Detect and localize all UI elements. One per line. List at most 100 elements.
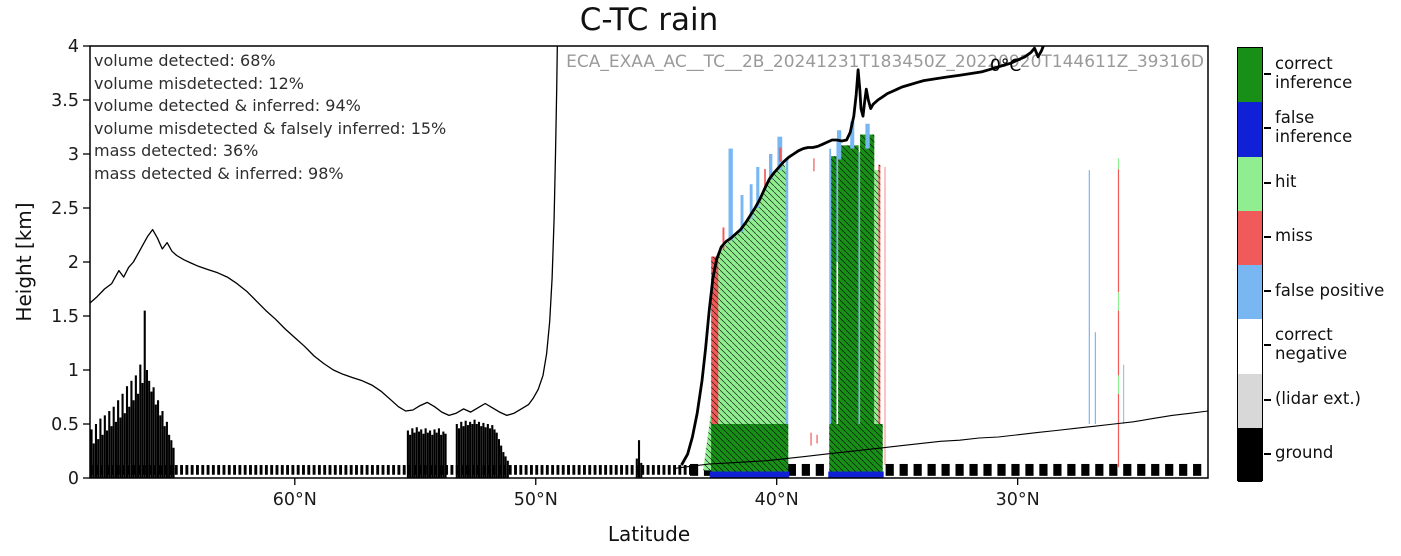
ground-dash [291,465,295,475]
ground-dash [233,465,237,475]
ground-dash [641,465,645,475]
ground-bar [139,364,142,478]
legend-tick [1264,398,1271,401]
ground-bar [477,421,481,478]
ground-bar [420,429,423,478]
ground-dash [1109,463,1118,476]
ground-dash [630,465,634,475]
ground-dash [1067,463,1076,476]
ground-bar [489,428,492,478]
ground-bar [121,393,124,478]
ground-dash [598,465,602,475]
ground-dash [1165,463,1174,476]
ground-bar [413,432,416,478]
ground-dash [614,465,618,475]
region-fp [865,123,870,149]
ground-bar [156,400,160,478]
ground-bar [473,419,476,478]
region-fi [709,471,790,478]
ground-dash [185,465,189,475]
ground-bar [411,428,414,478]
legend-colorbar [1237,47,1263,482]
region-hatch [718,161,788,424]
ground-dash [376,465,380,475]
ground-bar [424,428,427,478]
region-fp [1088,170,1090,424]
ground-dash [969,463,978,476]
ground-dash [508,465,512,475]
region-miss [813,158,815,172]
ground-bar [429,430,432,478]
legend-tick [1264,181,1271,184]
x-tick-label: 60°N [273,490,317,510]
ground-dash [196,465,199,475]
ground-dash [567,465,570,475]
ground-bar [640,462,643,478]
ground-dash [222,465,226,475]
legend-tick [1264,73,1271,76]
stats-block: volume detected: 68% volume misdetected:… [94,50,446,185]
ground-dash [519,465,523,475]
region-fp [1094,332,1096,424]
ground-bar [148,380,151,478]
ground-dash [635,465,639,475]
region-miss [779,147,782,162]
ground-bar [495,432,498,478]
ground-dash [683,465,687,475]
freezing-level-north [90,46,558,417]
region-fp [728,148,733,241]
ground-dash [1081,463,1090,476]
ground-dash [1095,463,1104,476]
ground-dash [429,465,433,475]
freezing-level-south-thick [680,46,1045,466]
stat-volume-misdetected: volume misdetected: 12% [94,73,304,93]
ground-bar [92,443,95,478]
granule-id: ECA_EXAA_AC__TC__2B_20241231T183450Z_202… [566,52,1204,72]
region-miss [722,227,725,250]
ground-dash [386,465,390,475]
ground-dash [529,465,533,475]
ground-bar [141,382,144,478]
legend-swatch-miss [1238,210,1262,265]
ground-bar [506,460,509,478]
y-tick-label: 3 [68,145,79,165]
ground-dash [339,465,343,475]
ground-dash [524,465,528,475]
ground-bar [114,421,117,478]
ground-bar [475,424,478,478]
chart-title: C-TC rain [579,2,719,38]
ground-bar [143,310,146,478]
ground-bar [170,440,173,478]
ground-dash [264,465,268,475]
region-fp [785,159,789,424]
ground-dash [169,465,173,475]
region-fp [749,184,753,219]
ground-bar [433,429,436,478]
ground-dash [286,465,290,475]
ground-bar [119,417,122,478]
ground-dash [323,465,327,475]
ground-dash [95,465,99,475]
ground-bar [112,406,115,478]
ground-bar [159,415,162,478]
ground-dash [1053,463,1062,476]
ground-bar [125,386,129,478]
region-fp [829,148,832,424]
legend-label-correct-inference: correct inference [1275,54,1353,93]
ground-bar [455,424,458,478]
y-tick-label: 2 [68,253,79,273]
ground-dash [535,465,539,475]
legend-swatch-ground [1238,427,1262,482]
legend-label-lidar-ext: (lidar ext.) [1275,389,1361,409]
x-axis-label: Latitude [607,522,691,546]
ground-dash [434,465,438,475]
y-tick-label: 1.5 [51,307,79,327]
ground-dash [259,465,263,475]
ground-bar [637,440,641,478]
ground-dash [190,465,194,475]
region-fp [1123,364,1125,424]
ground-dash [487,465,491,475]
ground-dash [801,463,810,476]
region-fp [836,141,839,262]
